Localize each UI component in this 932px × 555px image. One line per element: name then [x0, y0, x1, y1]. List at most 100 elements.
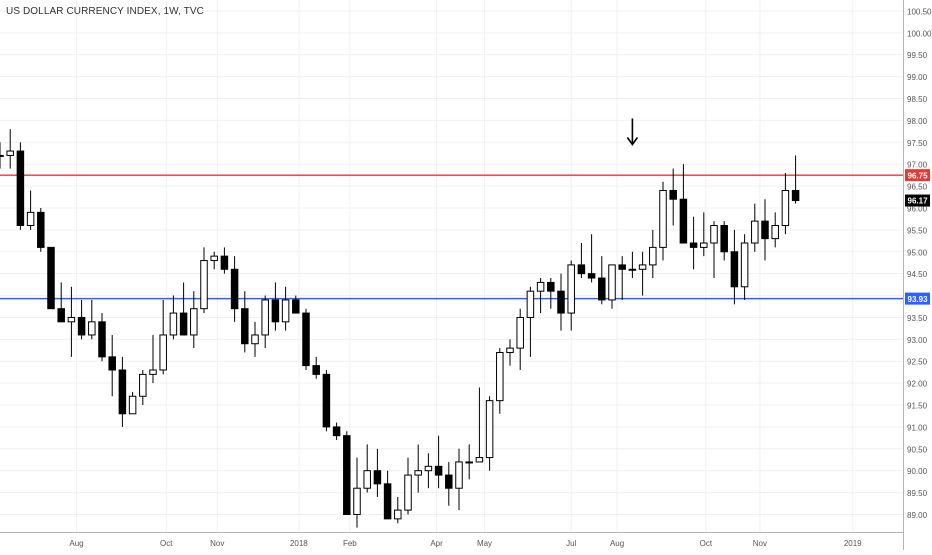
x-tick-label: 2019: [844, 539, 862, 548]
support-price-label-bg: [905, 292, 930, 305]
candle-body-up: [751, 220, 759, 244]
candle-body-up: [353, 487, 361, 515]
candle-body-up: [414, 470, 422, 476]
y-tick-label: 100.50: [907, 7, 932, 16]
candle-body-down: [791, 189, 800, 202]
x-tick-label: Nov: [753, 539, 767, 548]
y-tick-label: 99.50: [907, 51, 928, 60]
y-tick-label: 89.00: [907, 511, 928, 520]
candle-body-down: [547, 281, 555, 292]
candle-body-up: [506, 347, 514, 353]
resistance-price-label: 96.75: [908, 171, 929, 180]
candle-body-down: [108, 356, 116, 371]
candle-body-down: [383, 483, 392, 520]
candle-body-down: [302, 312, 310, 367]
candle-body-down: [220, 255, 229, 270]
candle-body-up: [251, 334, 259, 345]
y-tick-label: 91.50: [907, 402, 928, 411]
candle-body-up: [700, 242, 708, 248]
candle-body-up: [638, 264, 647, 270]
y-tick-label: 93.50: [907, 314, 928, 323]
candle-body-up: [200, 260, 208, 310]
candle-body-up: [190, 308, 198, 336]
x-tick-label: Feb: [343, 539, 357, 548]
candle-body-up: [0, 154, 4, 157]
candle-body-down: [241, 308, 249, 345]
y-tick-label: 94.50: [907, 270, 928, 279]
y-tick-label: 97.00: [907, 161, 928, 170]
candle-body-up: [88, 321, 96, 336]
candle-body-down: [730, 251, 739, 288]
y-tick-label: 99.00: [907, 73, 928, 82]
down-arrow-head: [626, 137, 639, 146]
candle-body-up: [659, 189, 667, 248]
candle-body-up: [649, 246, 657, 266]
resistance-price-label-bg: [905, 169, 930, 182]
y-tick-label: 92.00: [907, 380, 928, 389]
y-tick-label: 93.00: [907, 336, 928, 345]
candle-body-up: [128, 395, 137, 415]
candle-body-up: [281, 299, 290, 323]
candle-body-up: [139, 373, 147, 397]
candle-body-down: [57, 308, 65, 323]
x-tick-label: Jul: [566, 539, 576, 548]
y-tick-label: 89.50: [907, 489, 928, 498]
candle-body-up: [210, 255, 218, 262]
candle-body-up: [455, 461, 463, 489]
last-price-label-bg: [905, 194, 930, 207]
candle-body-down: [47, 246, 55, 310]
candle-body-up: [608, 264, 616, 301]
candle-body-up: [424, 465, 433, 472]
support-price-label: 93.93: [908, 295, 929, 304]
candle-body-up: [26, 211, 35, 226]
y-tick-label: 95.50: [907, 226, 928, 235]
x-tick-label: May: [477, 539, 492, 548]
candle-body-up: [261, 299, 269, 336]
candle-body-down: [332, 426, 341, 437]
candle-body-up: [67, 316, 76, 323]
candle-body-up: [771, 224, 779, 240]
candle-body-up: [526, 290, 535, 318]
candle-body-down: [343, 435, 351, 515]
candle-body-down: [557, 290, 565, 314]
y-tick-label: 91.00: [907, 423, 928, 432]
candle-body-down: [77, 316, 86, 336]
candle-body-up: [496, 351, 504, 402]
x-tick-label: Aug: [69, 539, 83, 548]
candle-body-up: [169, 312, 178, 336]
candle-body-down: [292, 299, 300, 314]
x-tick-label: Oct: [160, 539, 173, 548]
candle-body-up: [781, 189, 790, 226]
y-tick-label: 96.50: [907, 183, 928, 192]
chart-title: US DOLLAR CURRENCY INDEX, 1W, TVC: [6, 6, 204, 17]
candle-body-up: [6, 150, 14, 156]
candle-body-down: [445, 474, 453, 489]
candle-body-up: [394, 509, 402, 520]
candle-body-up: [485, 400, 494, 459]
candle-body-down: [720, 224, 728, 253]
x-tick-label: 2018: [290, 539, 308, 548]
candle-body-down: [98, 321, 106, 358]
candle-body-down: [322, 373, 331, 428]
y-tick-label: 98.50: [907, 95, 928, 104]
candle-body-down: [271, 299, 280, 323]
candle-body-up: [567, 264, 575, 314]
candle-body-down: [312, 365, 320, 375]
candle-body-down: [587, 273, 596, 279]
candle-body-up: [628, 268, 637, 271]
y-tick-label: 98.00: [907, 117, 928, 126]
candle-body-down: [37, 211, 45, 248]
x-tick-label: Apr: [430, 539, 443, 548]
y-tick-label: 97.50: [907, 139, 928, 148]
y-tick-label: 95.00: [907, 248, 928, 257]
x-tick-label: Nov: [210, 539, 224, 548]
candle-body-up: [516, 316, 524, 349]
y-tick-label: 96.00: [907, 204, 928, 213]
candle-body-up: [710, 224, 718, 244]
candle-body-down: [16, 150, 25, 226]
candle-body-down: [577, 264, 586, 275]
y-tick-label: 100.00: [907, 29, 932, 38]
candle-body-up: [465, 461, 473, 464]
